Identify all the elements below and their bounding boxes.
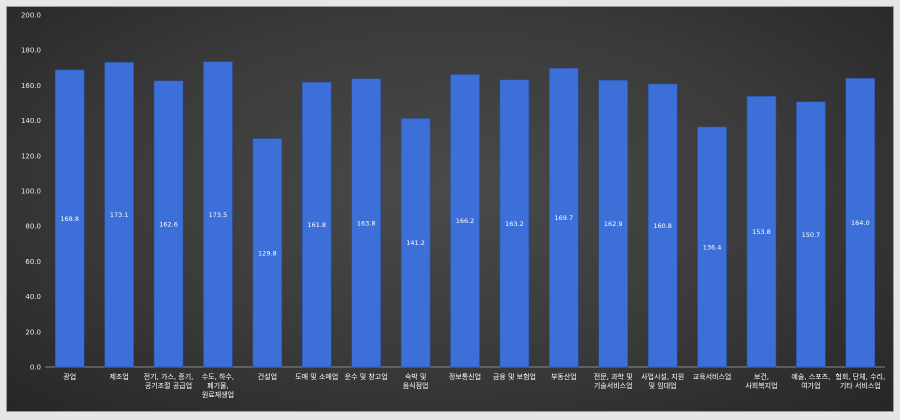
data-label: 169.7 [555,214,574,222]
data-label: 162.6 [159,220,178,228]
y-tick-label: 60.0 [25,258,41,266]
bar [302,81,332,368]
data-label: 136.4 [703,243,722,251]
category-label-line: 음식점업 [403,381,429,390]
category-label: 부동산업 [551,372,577,381]
category-label: 협회, 단체, 수리, 기타 서비스업 [835,372,885,390]
category-label-line: 폐기물, [207,381,229,390]
category-label-line: 수도, 하수, [202,372,234,381]
category-label-line: 및 임대업 [649,382,677,390]
category-label: 보건, 사회복지업 [745,372,777,390]
category-label-line: 제조업 [109,373,128,381]
data-label: 141.2 [406,239,425,247]
category-label: 도매 및 소매업 [295,373,338,381]
category-label: 제조업 [109,373,128,381]
bar [746,96,777,368]
category-label-line: 건설업 [258,372,277,381]
category-label: 전문, 과학 및 기술서비스업 [594,372,633,390]
bar [153,80,184,368]
bar [647,83,678,368]
data-label: 153.8 [752,228,771,236]
chart-frame: 0.0 20.0 40.0 60.0 80.0 100.0 120.0 140.0 160.0 1… [6,6,894,412]
category-label: 사업시설, 지원 및 임대업 [641,372,684,390]
category-label: 운수 및 창고업 [345,373,388,381]
bar [549,68,579,368]
category-label-line: 원료재생업 [202,390,234,399]
category-label: 건설업 [258,372,277,381]
bar [450,74,480,368]
category-label-line: 정보통신업 [449,372,481,381]
category-label-line: 숙박 및 [405,372,427,381]
bar [598,80,628,368]
category-label-line: 금융 및 보험업 [493,373,536,381]
category-label-line: 광업 [63,373,76,381]
category-label: 숙박 및 음식점업 [403,372,429,390]
data-label: 163.2 [505,220,524,228]
bar [499,79,530,368]
category-label: 금융 및 보험업 [493,373,536,381]
category-label-line: 도매 및 소매업 [295,373,338,381]
data-label: 161.8 [307,221,326,229]
bar [351,78,381,368]
y-tick-label: 40.0 [25,293,41,301]
bar [104,62,134,368]
bar [252,138,283,368]
bar [845,78,876,368]
category-label-line: 여가업 [801,381,820,390]
category-label-line: 기타 서비스업 [840,381,881,390]
category-label-line: 교육서비스업 [693,372,732,381]
y-tick-label: 120.0 [21,152,41,160]
category-label-line: 협회, 단체, 수리, [835,372,885,381]
y-tick-label: 100.0 [21,188,41,196]
label-layer: 168.8 광업 173.1 제조업 162.6 전기, 가스, 증기, 공기조절 공급업 1… [60,211,885,399]
data-label: 162.9 [604,220,623,228]
y-tick-label: 140.0 [21,117,41,125]
bar [796,101,826,368]
category-label: 광업 [63,373,76,381]
category-label: 교육서비스업 [693,372,732,381]
y-tick-label: 160.0 [21,82,41,90]
category-label: 전기, 가스, 증기, 공기조절 공급업 [144,372,194,390]
bar-chart: 0.0 20.0 40.0 60.0 80.0 100.0 120.0 140.0 160.0 1… [21,12,885,400]
data-label: 164.0 [851,219,870,227]
category-label-line: 공기조절 공급업 [145,381,192,390]
category-label-line: 사회복지업 [745,381,777,390]
category-label: 정보통신업 [449,372,481,381]
data-label: 166.2 [456,217,475,225]
data-label: 168.8 [60,215,79,223]
bar-layer [54,61,876,368]
bar [203,61,233,368]
data-label: 150.7 [802,231,821,239]
y-tick-label: 180.0 [21,47,41,55]
category-label-line: 보건, [754,372,769,381]
data-label: 129.8 [258,249,277,257]
data-label: 173.1 [110,211,129,219]
bar [697,126,727,368]
category-label-line: 사업시설, 지원 [641,372,684,381]
y-tick-label: 80.0 [25,223,41,231]
data-label: 173.5 [209,211,228,219]
category-label: 수도, 하수, 폐기물, 원료재생업 [202,372,234,399]
y-tick-label: 200.0 [21,12,41,20]
bar [54,69,85,368]
category-label-line: 기술서비스업 [594,381,633,390]
data-label: 160.8 [653,222,672,230]
category-label-line: 전문, 과학 및 [594,372,633,381]
y-tick-label: 0.0 [30,364,41,372]
y-tick-label: 20.0 [25,328,41,336]
category-label-line: 운수 및 창고업 [345,373,388,381]
category-label: 예술, 스포츠, 여가업 [791,372,830,390]
category-label-line: 전기, 가스, 증기, [144,372,194,381]
data-label: 163.8 [357,219,376,227]
category-label-line: 예술, 스포츠, [791,372,830,381]
category-label-line: 부동산업 [551,372,577,381]
bar [400,118,431,368]
